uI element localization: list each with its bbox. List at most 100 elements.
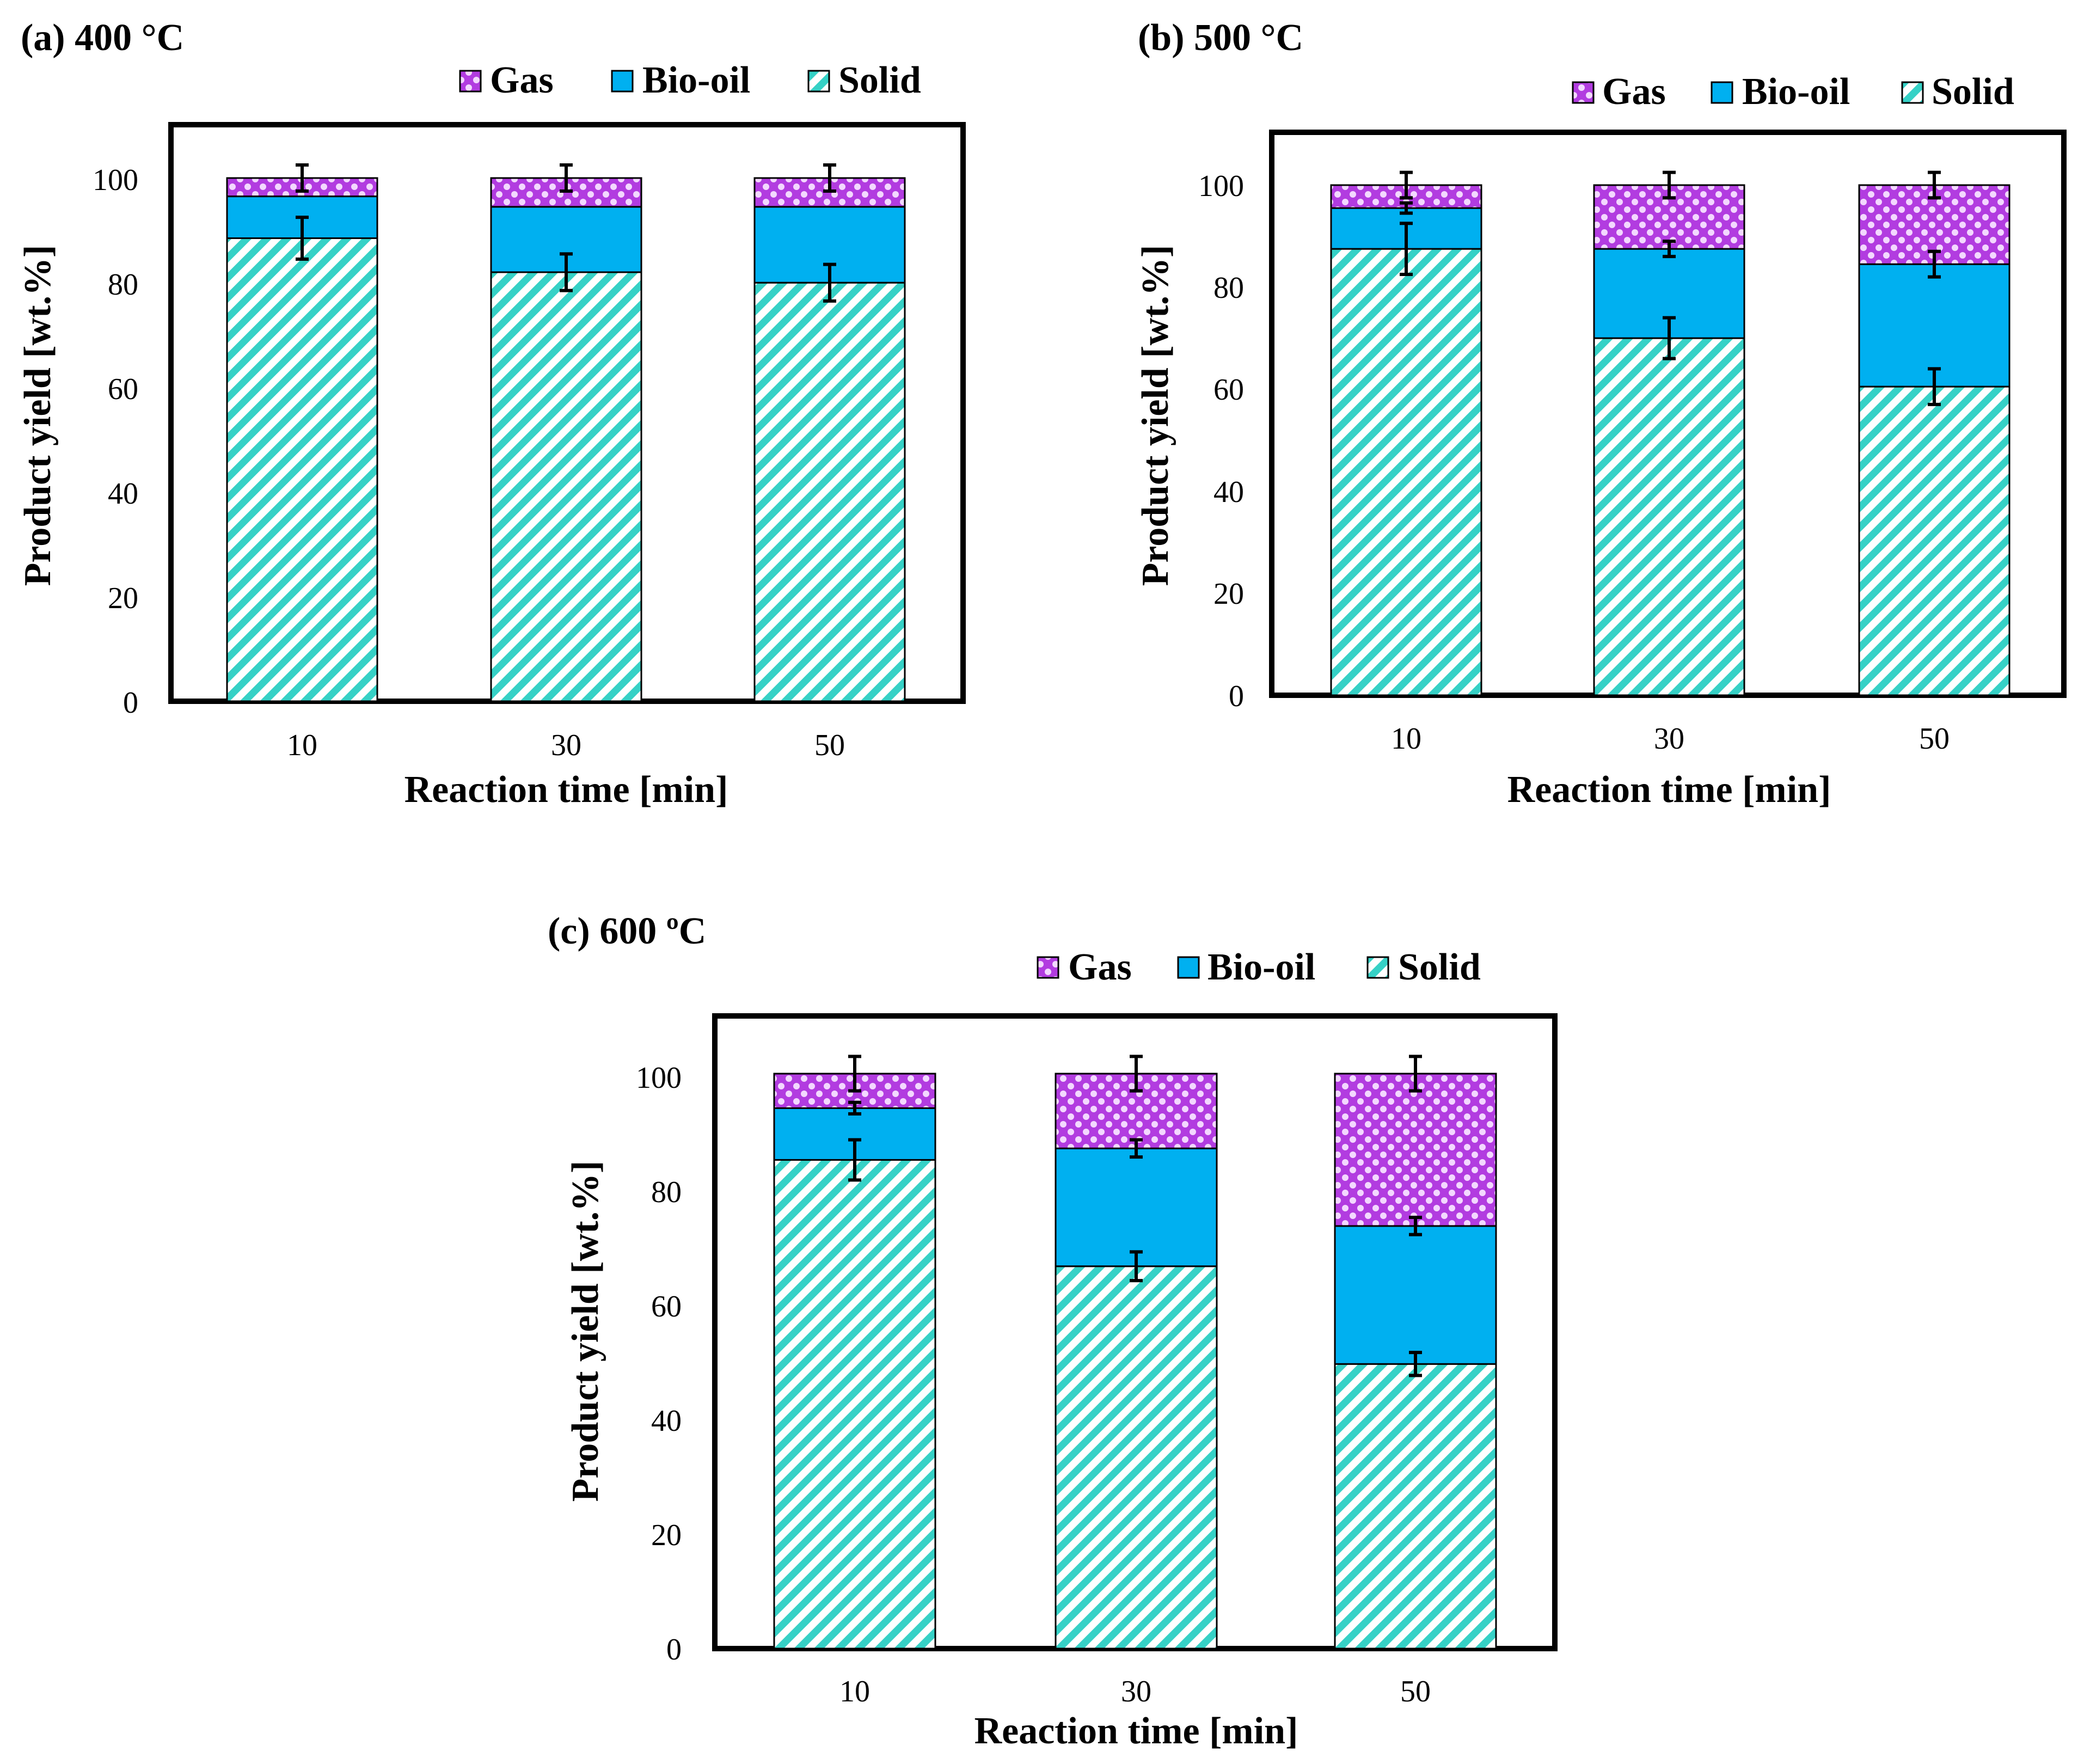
- panel-a-x-axis-label: Reaction time [min]: [404, 769, 728, 811]
- error-bar-biooil-10: [848, 1100, 861, 1116]
- panel-a-title: (a) 400 °C: [21, 17, 184, 59]
- legend-gas-label: Gas: [490, 59, 554, 101]
- error-bar-solid-30: [1130, 1250, 1143, 1283]
- legend-biooil-label: Bio-oil: [642, 59, 750, 101]
- panel-b-y-axis-label: Product yield [wt.%]: [1135, 245, 1176, 586]
- panel-b-y-ticks: 0 20 40 60 80 100: [1198, 169, 1244, 713]
- panel-b-bars: [1330, 170, 2011, 696]
- y-tick-label: 0: [666, 1633, 682, 1667]
- y-tick-label: 60: [651, 1290, 682, 1324]
- y-tick-label: 40: [651, 1404, 682, 1438]
- legend-solid-label: Solid: [1398, 946, 1481, 988]
- panel-a-legend: Gas Bio-oil Solid: [459, 59, 921, 101]
- panel-c-y-ticks: 0 20 40 60 80 100: [636, 1061, 682, 1667]
- legend-biooil-swatch: [1711, 81, 1733, 104]
- y-tick-label: 60: [1213, 373, 1244, 407]
- legend-solid-swatch: [1901, 81, 1924, 104]
- legend-solid-swatch: [1366, 956, 1389, 979]
- y-tick-label: 80: [108, 268, 138, 302]
- error-bar-gas-30: [1130, 1055, 1143, 1093]
- x-tick-label: 50: [1919, 722, 1950, 756]
- x-tick-label: 30: [1654, 722, 1684, 756]
- error-bar-solid-50: [1928, 367, 1941, 406]
- error-bar-biooil-30: [1130, 1138, 1143, 1159]
- panel-a-bars: [226, 163, 906, 702]
- bar-solid-50: [753, 281, 906, 702]
- bar-solid-50: [1858, 385, 2011, 696]
- y-tick-label: 100: [636, 1061, 682, 1095]
- panel-c-title: (c) 600 ºC: [548, 910, 706, 952]
- error-bar-biooil-30: [1663, 240, 1676, 259]
- error-bar-gas-50: [1928, 170, 1941, 200]
- x-tick-label: 10: [1391, 722, 1421, 756]
- legend-gas-label: Gas: [1068, 946, 1132, 988]
- y-tick-label: 100: [93, 163, 138, 197]
- panel-c: (c) 600 ºC Gas Bio-oil Solid 0 20 40 60 …: [548, 910, 1558, 1752]
- bar-solid-30: [490, 271, 642, 702]
- error-bar-gas-50: [823, 163, 836, 193]
- legend-biooil-swatch: [611, 70, 634, 93]
- x-tick-label: 30: [551, 728, 581, 762]
- y-tick-label: 0: [123, 686, 138, 720]
- bar-solid-10: [226, 237, 378, 702]
- panel-c-legend: Gas Bio-oil Solid: [1037, 946, 1481, 988]
- y-tick-label: 60: [108, 372, 138, 406]
- x-tick-label: 10: [839, 1675, 870, 1708]
- panel-c-x-axis-label: Reaction time [min]: [974, 1710, 1298, 1752]
- panel-c-y-axis-label: Product yield [wt.%]: [565, 1161, 606, 1502]
- bar-solid-30: [1055, 1265, 1218, 1650]
- bar-biooil-30: [1055, 1147, 1218, 1267]
- legend-biooil-label: Bio-oil: [1208, 946, 1315, 988]
- legend-gas-swatch: [1037, 956, 1059, 979]
- panel-b-x-ticks: 10 30 50: [1391, 722, 1950, 756]
- error-bar-gas-50: [1409, 1055, 1422, 1093]
- panel-c-bars: [773, 1055, 1497, 1650]
- error-bar-gas-30: [1663, 170, 1676, 200]
- bar-solid-30: [1593, 337, 1745, 696]
- error-bar-solid-50: [823, 262, 836, 303]
- legend-solid-swatch: [807, 70, 830, 93]
- y-tick-label: 20: [651, 1518, 682, 1552]
- panel-a: (a) 400 °C Gas Bio-oil Solid 0 20 40 60 …: [17, 17, 966, 811]
- panel-c-x-ticks: 10 30 50: [839, 1675, 1431, 1708]
- y-tick-label: 100: [1198, 169, 1244, 203]
- error-bar-solid-30: [1663, 316, 1676, 360]
- y-tick-label: 80: [651, 1175, 682, 1209]
- panel-b-legend: Gas Bio-oil Solid: [1572, 71, 2014, 113]
- error-bar-biooil-50: [1409, 1216, 1422, 1236]
- x-tick-label: 50: [1400, 1675, 1431, 1708]
- panel-b-title: (b) 500 °C: [1138, 17, 1303, 59]
- bar-gas-50: [1334, 1073, 1497, 1227]
- y-tick-label: 40: [1213, 475, 1244, 509]
- x-tick-label: 30: [1121, 1675, 1151, 1708]
- error-bar-biooil-50: [1928, 249, 1941, 279]
- legend-biooil-swatch: [1177, 956, 1200, 979]
- error-bar-solid-30: [560, 252, 573, 292]
- legend-gas-swatch: [459, 70, 482, 93]
- panel-b-x-axis-label: Reaction time [min]: [1507, 769, 1831, 811]
- legend-gas-swatch: [1572, 81, 1595, 104]
- bar-solid-10: [773, 1159, 936, 1650]
- error-bar-biooil-10: [1400, 201, 1413, 215]
- error-bar-gas-10: [296, 163, 309, 193]
- bar-solid-10: [1330, 248, 1482, 696]
- y-tick-label: 80: [1213, 271, 1244, 305]
- legend-solid-label: Solid: [1932, 71, 2014, 113]
- panel-a-y-axis-label: Product yield [wt.%]: [17, 245, 59, 586]
- legend-biooil-label: Bio-oil: [1742, 71, 1850, 113]
- legend-gas-label: Gas: [1602, 71, 1666, 113]
- error-bar-solid-10: [848, 1138, 861, 1182]
- y-tick-label: 0: [1229, 679, 1244, 713]
- error-bar-solid-10: [296, 216, 309, 261]
- legend-solid-label: Solid: [838, 59, 921, 101]
- y-tick-label: 20: [108, 581, 138, 615]
- error-bar-gas-10: [848, 1055, 861, 1093]
- y-tick-label: 40: [108, 477, 138, 511]
- y-tick-label: 20: [1213, 577, 1244, 611]
- bar-biooil-50: [1334, 1225, 1497, 1365]
- error-bar-solid-10: [1400, 222, 1413, 276]
- error-bar-gas-10: [1400, 170, 1413, 200]
- error-bar-gas-30: [560, 163, 573, 193]
- x-tick-label: 50: [814, 728, 845, 762]
